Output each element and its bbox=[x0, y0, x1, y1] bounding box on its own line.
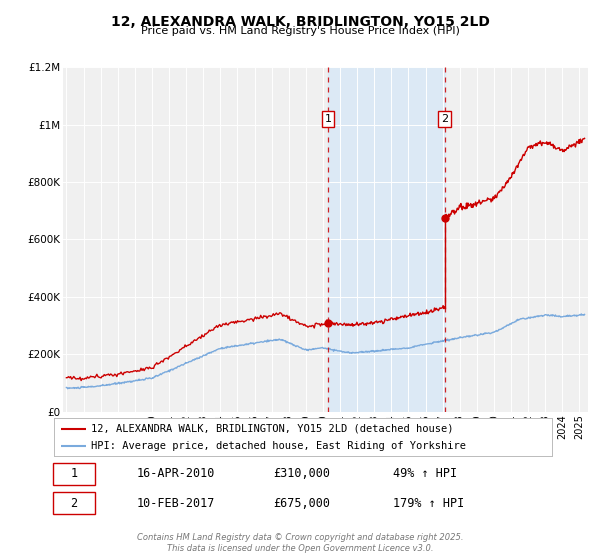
Text: £675,000: £675,000 bbox=[273, 497, 330, 510]
Text: 2: 2 bbox=[441, 114, 448, 124]
Text: £310,000: £310,000 bbox=[273, 468, 330, 480]
Text: Contains HM Land Registry data © Crown copyright and database right 2025.
This d: Contains HM Land Registry data © Crown c… bbox=[137, 533, 463, 553]
Text: 1: 1 bbox=[70, 468, 77, 480]
Text: 179% ↑ HPI: 179% ↑ HPI bbox=[392, 497, 464, 510]
Bar bbox=[328, 67, 445, 412]
Text: 12, ALEXANDRA WALK, BRIDLINGTON, YO15 2LD (detached house): 12, ALEXANDRA WALK, BRIDLINGTON, YO15 2L… bbox=[91, 423, 454, 433]
Text: HPI: Average price, detached house, East Riding of Yorkshire: HPI: Average price, detached house, East… bbox=[91, 441, 466, 451]
Text: 49% ↑ HPI: 49% ↑ HPI bbox=[392, 468, 457, 480]
Text: 1: 1 bbox=[325, 114, 331, 124]
Text: 2: 2 bbox=[70, 497, 77, 510]
Text: 16-APR-2010: 16-APR-2010 bbox=[136, 468, 215, 480]
Text: Price paid vs. HM Land Registry's House Price Index (HPI): Price paid vs. HM Land Registry's House … bbox=[140, 26, 460, 36]
FancyBboxPatch shape bbox=[53, 463, 95, 485]
Text: 12, ALEXANDRA WALK, BRIDLINGTON, YO15 2LD: 12, ALEXANDRA WALK, BRIDLINGTON, YO15 2L… bbox=[110, 15, 490, 29]
Text: 10-FEB-2017: 10-FEB-2017 bbox=[136, 497, 215, 510]
FancyBboxPatch shape bbox=[53, 492, 95, 515]
